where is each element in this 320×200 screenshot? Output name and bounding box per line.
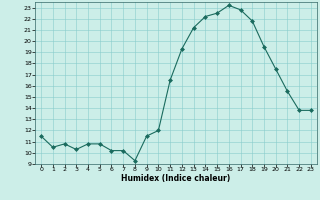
X-axis label: Humidex (Indice chaleur): Humidex (Indice chaleur) <box>121 174 231 183</box>
